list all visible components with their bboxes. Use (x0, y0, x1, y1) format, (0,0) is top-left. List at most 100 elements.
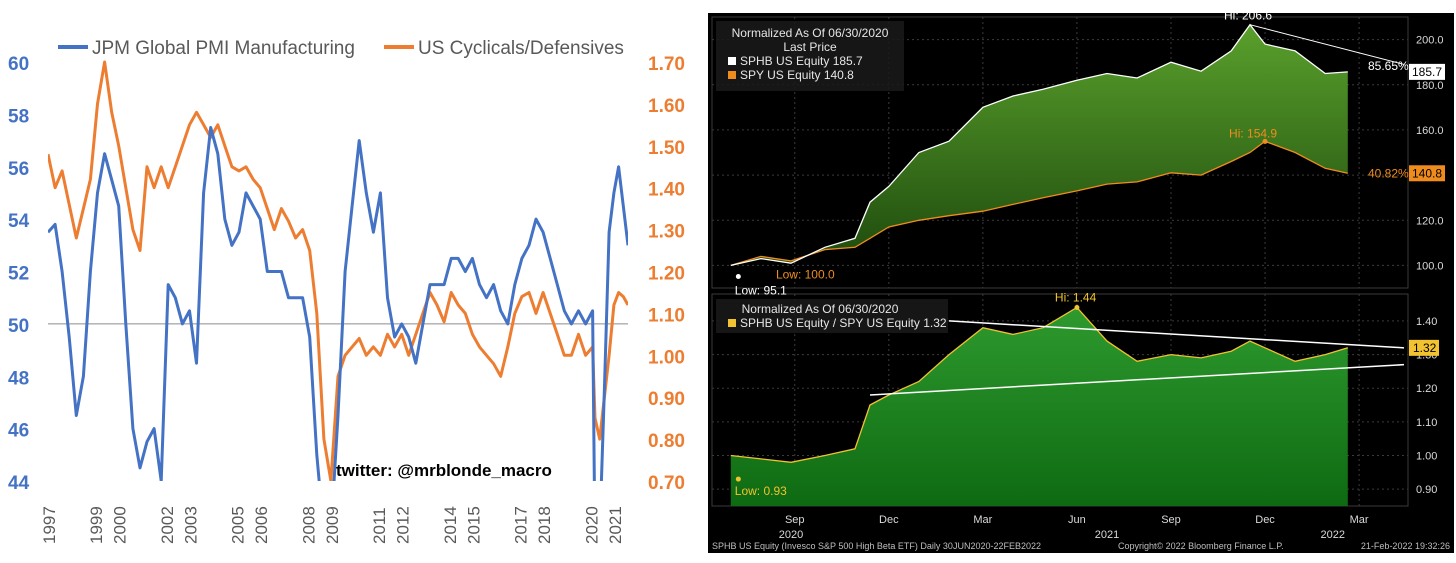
bottom-legend-swatch (728, 319, 736, 327)
sphb-last-tag-bg (1409, 63, 1445, 80)
top-legend-swatch (728, 57, 736, 65)
top-y-tick-label: 120.0 (1416, 215, 1444, 227)
month-tick-label: Dec (879, 514, 899, 526)
sphb-low-marker (735, 273, 741, 279)
x-axis-tick-label: 2021 (606, 506, 625, 544)
series-us-cyclicals-defensives (48, 60, 628, 481)
left-axis-tick-label: 54 (8, 211, 30, 232)
bottom-legend-item: SPHB US Equity / SPY US Equity 1.32 (740, 316, 947, 330)
top-y-tick-label: 180.0 (1416, 80, 1444, 92)
right-axis-tick-label: 1.50 (648, 138, 685, 159)
x-axis-tick-label: 2002 (158, 506, 177, 544)
footer-center: Copyright© 2022 Bloomberg Finance L.P. (1118, 541, 1284, 551)
month-tick-label: Sep (785, 514, 805, 526)
left-axis-tick-label: 50 (8, 316, 29, 337)
year-tick-label: 2022 (1321, 529, 1345, 541)
ratio-lower-trendline (869, 363, 1405, 396)
right-axis-tick-label: 0.90 (648, 389, 685, 410)
x-axis-tick-label: 2006 (252, 506, 271, 544)
x-axis-tick-label: 2018 (535, 506, 554, 544)
spy-last-tag-bg (1409, 165, 1445, 182)
spy-hi-marker (1262, 138, 1268, 144)
x-axis-tick-label: 2000 (111, 506, 130, 544)
spy-pct-label: 40.82% (1368, 166, 1409, 180)
ratio-low-marker (735, 476, 741, 482)
footer-right: 21-Feb-2022 19:32:26 (1361, 541, 1450, 551)
right-axis-tick-label: 1.70 (648, 54, 685, 75)
pmi-vs-cyclicals-chart: 44 46 48 50 52 54 56 58 60 0.70 0.80 0.90 1.00 1.10 1.… (8, 38, 685, 544)
right-axis-tick-label: 1.40 (648, 180, 685, 201)
spy-hi-label: Hi: 154.9 (1229, 126, 1277, 140)
twitter-watermark: twitter: @mrblonde_macro (336, 461, 552, 480)
sphb-last-tag: 185.7 (1412, 65, 1442, 79)
sphb-trendline (1249, 24, 1405, 65)
x-axis-tick-label: 2017 (512, 506, 531, 544)
ratio-low-label: Low: 0.93 (735, 484, 787, 498)
month-tick-label: Sep (1161, 514, 1181, 526)
x-axis-tick-label: 2005 (229, 506, 248, 544)
series-spy-line (730, 140, 1348, 267)
bottom-y-tick-label: 1.10 (1416, 417, 1437, 429)
x-axis-tick-label: 2003 (181, 506, 200, 544)
top-y-tick-label: 200.0 (1416, 35, 1444, 47)
month-tick-label: Jun (1068, 514, 1086, 526)
sphb-spy-gap-area (730, 24, 1348, 266)
x-axis-tick-label: 2014 (441, 506, 460, 544)
left-axis-tick-label: 48 (8, 368, 29, 389)
month-tick-label: Mar (1350, 514, 1369, 526)
top-legend-swatch (728, 71, 736, 79)
x-axis-tick-label: 2011 (370, 507, 389, 544)
legend-label-cyclicals: US Cyclicals/Defensives (418, 38, 624, 59)
x-axis-tick-label: 2008 (299, 506, 318, 544)
series-jpm-global-pmi (48, 126, 628, 481)
series-sphb-line (730, 23, 1348, 267)
ratio-upper-trendline (948, 320, 1405, 349)
right-axis-tick-label: 1.20 (648, 264, 685, 285)
bottom-y-tick-label: 1.20 (1416, 383, 1437, 395)
sphb-pct-label: 85.65% (1368, 59, 1409, 73)
series-ratio-line (730, 306, 1348, 463)
right-axis-tick-label: 1.10 (648, 305, 685, 326)
month-tick-label: Mar (973, 514, 992, 526)
legend-label-pmi: JPM Global PMI Manufacturing (92, 38, 355, 59)
bloomberg-panel: 100.0120.0140.0160.0180.0200.00.901.001.… (708, 13, 1454, 553)
top-legend-subtitle: Last Price (783, 40, 837, 54)
left-axis-tick-label: 60 (8, 54, 29, 75)
left-axis-tick-label: 56 (8, 159, 29, 180)
x-axis-tick-label: 1997 (40, 506, 59, 544)
spy-low-label: Low: 100.0 (776, 267, 835, 281)
sphb-low-label: Low: 95.1 (735, 283, 787, 297)
x-axis-tick-label: 2015 (464, 506, 483, 544)
x-axis-tick-label: 2020 (582, 506, 601, 544)
top-legend-box (716, 21, 904, 91)
ratio-hi-marker (1074, 304, 1080, 310)
right-axis-tick-label: 1.60 (648, 96, 685, 117)
left-axis-tick-label: 52 (8, 264, 29, 285)
ratio-last-tag: 1.32 (1413, 341, 1437, 355)
top-legend-title: Normalized As Of 06/30/2020 (732, 26, 889, 40)
left-axis-tick-label: 46 (8, 421, 29, 442)
bottom-y-tick-label: 1.40 (1416, 316, 1437, 328)
sphb-hi-label: Hi: 206.6 (1224, 13, 1272, 23)
right-plot-group: 100.0120.0140.0160.0180.0200.00.901.001.… (711, 13, 1450, 551)
left-axis-tick-label: 58 (8, 106, 29, 127)
footer-left: SPHB US Equity (Invesco S&P 500 High Bet… (712, 541, 1041, 551)
right-axis-tick-label: 0.80 (648, 431, 685, 452)
bottom-legend-title: Normalized As Of 06/30/2020 (742, 302, 899, 316)
bottom-legend-box (716, 299, 948, 333)
ratio-hi-label: Hi: 1.44 (1055, 290, 1097, 304)
right-axis-tick-label: 1.30 (648, 222, 685, 243)
right-axis-tick-label: 1.00 (648, 347, 685, 368)
ratio-last-tag-bg (1409, 339, 1439, 356)
year-tick-label: 2020 (779, 529, 803, 541)
top-legend-item: SPHB US Equity 185.7 (740, 54, 863, 68)
bottom-y-tick-label: 1.00 (1416, 451, 1437, 463)
left-plot-group: 44 46 48 50 52 54 56 58 60 0.70 0.80 0.90 1.00 1.10 1.… (8, 38, 685, 544)
spy-last-tag: 140.8 (1412, 166, 1442, 180)
top-y-tick-label: 100.0 (1416, 260, 1444, 272)
right-axis-tick-label: 0.70 (648, 473, 685, 494)
x-axis-tick-label: 2009 (323, 506, 342, 544)
sphb-spy-chart: 100.0120.0140.0160.0180.0200.00.901.001.… (711, 13, 1450, 551)
x-axis-tick-label: 2012 (394, 506, 413, 544)
top-y-tick-label: 160.0 (1416, 125, 1444, 137)
